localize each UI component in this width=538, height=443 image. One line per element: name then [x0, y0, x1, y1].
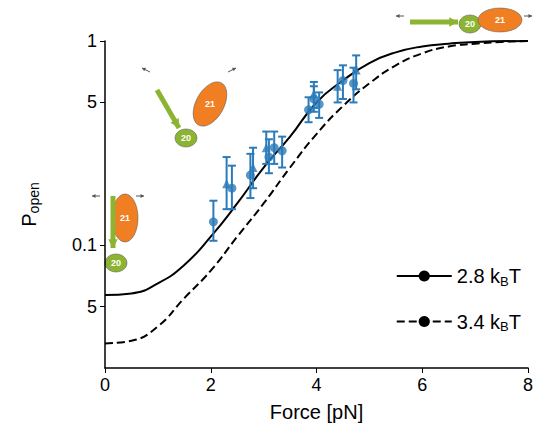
svg-text:0.1: 0.1	[72, 235, 97, 255]
svg-text:20: 20	[181, 133, 191, 143]
svg-text:20: 20	[465, 19, 475, 29]
svg-text:21: 21	[495, 15, 505, 25]
svg-text:5: 5	[87, 297, 97, 317]
svg-text:P: P	[18, 213, 40, 226]
svg-text:open: open	[26, 182, 42, 213]
svg-text:T: T	[509, 265, 521, 287]
svg-text:1: 1	[87, 31, 97, 51]
svg-text:2: 2	[206, 375, 216, 395]
svg-text:20: 20	[111, 258, 121, 268]
svg-text:8: 8	[523, 375, 533, 395]
svg-text:21: 21	[205, 99, 215, 109]
svg-text:3.4 k: 3.4 k	[457, 311, 501, 333]
svg-text:21: 21	[120, 213, 130, 223]
svg-text:Force [pN]: Force [pN]	[270, 401, 363, 423]
svg-text:2.8 k: 2.8 k	[457, 265, 501, 287]
svg-text:B: B	[500, 319, 509, 334]
svg-text:4: 4	[311, 375, 321, 395]
svg-text:6: 6	[417, 375, 427, 395]
svg-text:0: 0	[100, 375, 110, 395]
svg-text:T: T	[509, 311, 521, 333]
svg-text:B: B	[500, 274, 509, 289]
svg-text:5: 5	[87, 92, 97, 112]
